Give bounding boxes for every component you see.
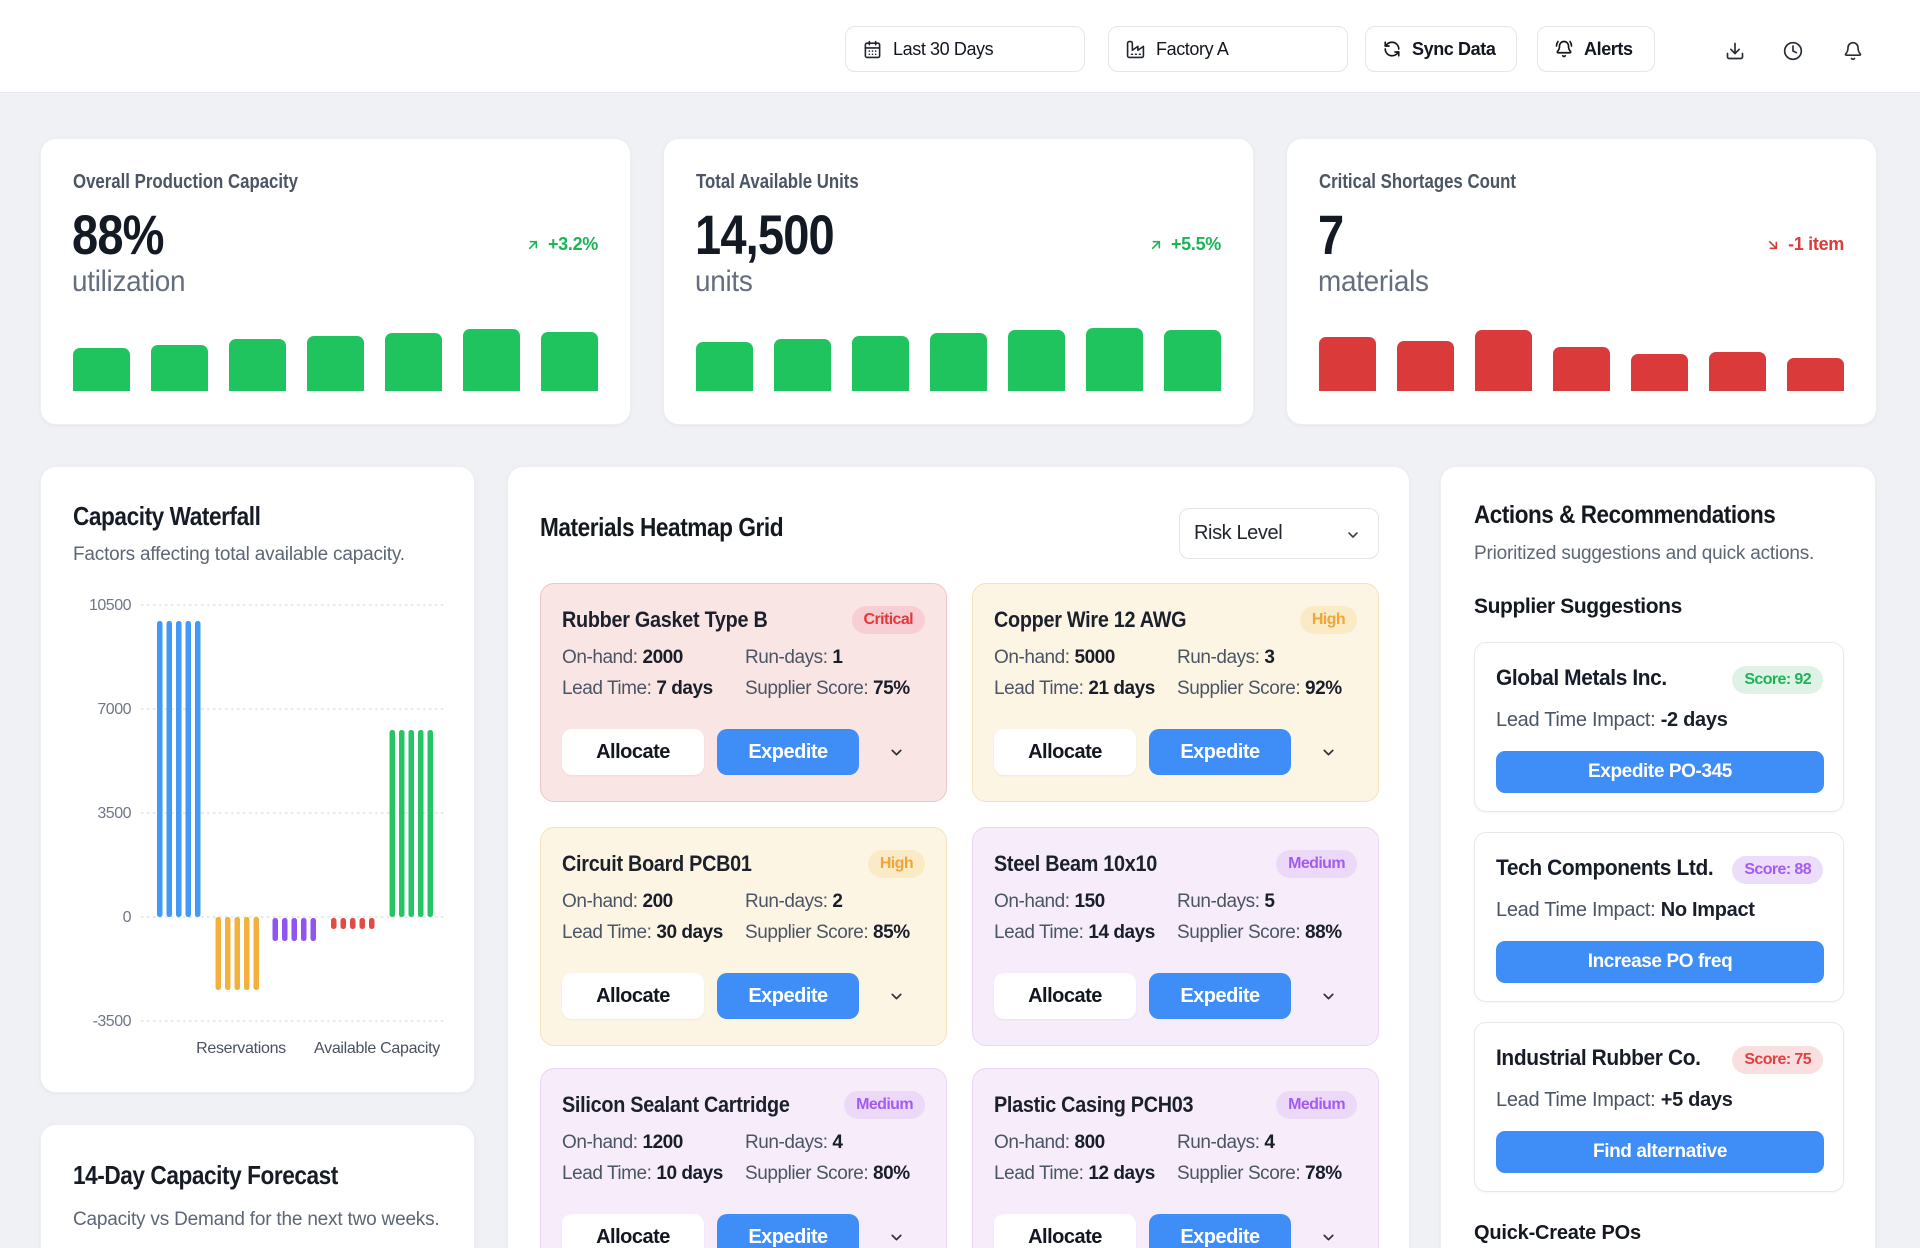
svg-text:7000: 7000 <box>97 701 131 718</box>
svg-text:10500: 10500 <box>89 597 132 614</box>
svg-text:Available Capacity: Available Capacity <box>314 1040 440 1057</box>
svg-text:0: 0 <box>123 909 132 926</box>
svg-text:3500: 3500 <box>97 805 131 822</box>
svg-text:-3500: -3500 <box>93 1013 132 1030</box>
svg-text:Reservations: Reservations <box>196 1040 286 1057</box>
